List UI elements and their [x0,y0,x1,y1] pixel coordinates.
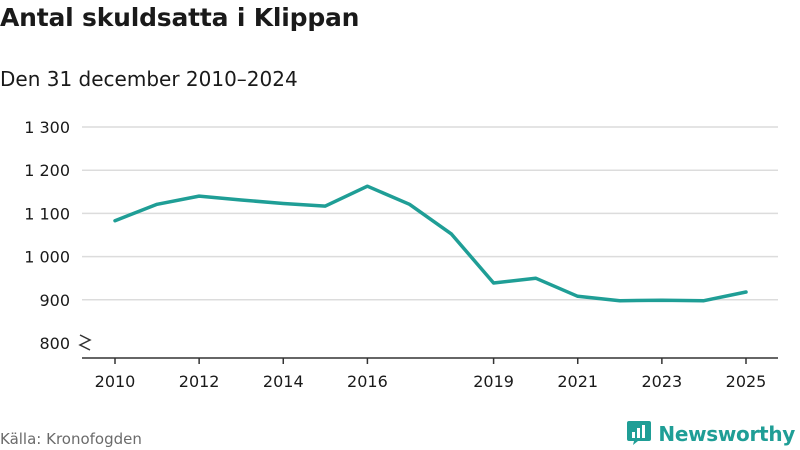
y-tick-label: 1 300 [24,118,70,137]
series-layer [113,184,748,303]
y-axis-ticks: 800 900 1 000 1 100 1 200 1 300 [24,118,92,353]
chart-subtitle: Den 31 december 2010–2024 [0,67,298,91]
x-tick-label: 2012 [179,372,220,391]
brand[interactable]: Newsworthy [626,420,795,448]
newsworthy-logo-icon [626,419,652,449]
grid-lines [82,126,778,301]
brand-name: Newsworthy [658,422,795,446]
x-tick-label: 2019 [473,372,514,391]
x-tick-label: 2023 [642,372,683,391]
series-line [113,184,748,303]
y-tick-label: 1 000 [24,248,70,267]
y-tick-label: 1 100 [24,204,70,223]
x-tick-label: 2014 [263,372,304,391]
x-axis-ticks: 2010 2012 2014 2016 2019 2021 2023 2025 [95,358,767,391]
x-tick-label: 2016 [347,372,388,391]
x-tick-label: 2025 [726,372,767,391]
chart-title: Antal skuldsatta i Klippan [0,3,360,32]
y-tick-label: 900 [39,291,70,310]
x-tick-label: 2021 [557,372,598,391]
x-tick-label: 2010 [95,372,136,391]
y-tick-label: 800 [39,334,70,353]
axis-break-marker [78,334,92,351]
source-note: Källa: Kronofogden [0,430,142,448]
y-tick-label: 1 200 [24,161,70,180]
